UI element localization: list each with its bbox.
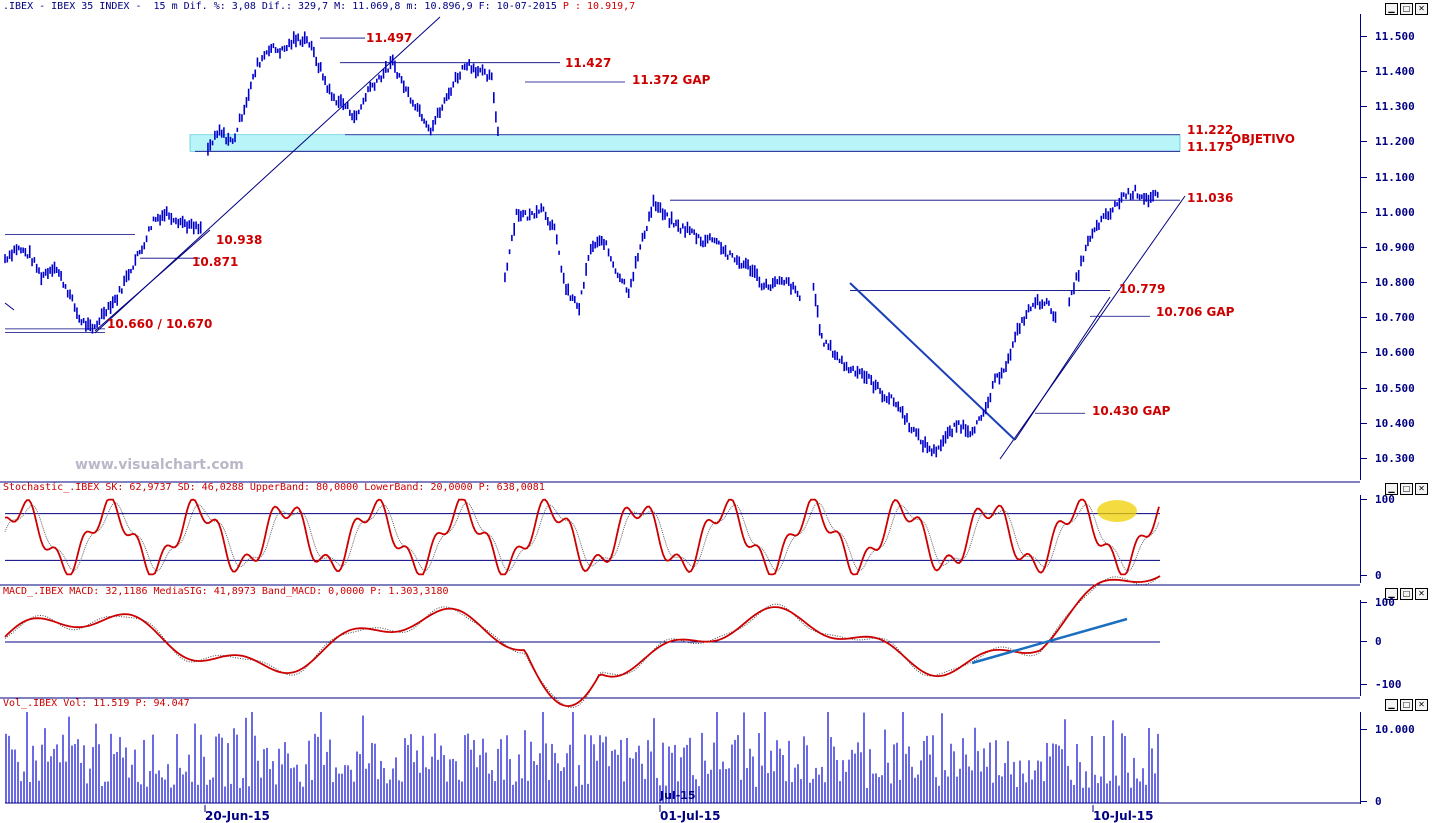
stochastic-legend: Stochastic_.IBEX SK: 62,9737 SD: 46,0288… (3, 482, 545, 493)
level-label-10779: 10.779 (1119, 282, 1166, 296)
chart-header: .IBEX - IBEX 35 INDEX - 15 m Dif. %: 3,0… (3, 1, 635, 12)
price-tick: 10.500 (1361, 382, 1415, 395)
close-button[interactable]: ✕ (1415, 699, 1428, 711)
minimize-button[interactable]: ▁ (1385, 3, 1398, 15)
level-label-11036: 11.036 (1187, 191, 1234, 205)
macd-tick: -100 (1361, 678, 1402, 691)
close-button[interactable]: ✕ (1415, 588, 1428, 600)
minimize-button[interactable]: ▁ (1385, 588, 1398, 600)
price-tick: 11.400 (1361, 65, 1415, 78)
level-label-10430-gap: 10.430 GAP (1092, 404, 1171, 418)
watermark: www.visualchart.com (75, 457, 244, 473)
trend-line (1014, 296, 1111, 441)
price-tick: 10.700 (1361, 311, 1415, 324)
header-last-price: P : 10.919,7 (562, 1, 636, 12)
price-axis: 11.500 11.400 11.300 11.200 11.100 11.00… (1360, 14, 1432, 480)
maximize-button[interactable]: □ (1400, 588, 1413, 600)
level-label-11175: 11.175 (1187, 140, 1234, 154)
level-label-10706-gap: 10.706 GAP (1156, 305, 1235, 319)
macd-tick: 0 (1361, 635, 1382, 648)
objetivo-label: OBJETIVO (1231, 132, 1295, 146)
stoch-sd-line (4, 502, 1160, 572)
vol-tick: 10.000 (1361, 723, 1415, 736)
price-tick: 11.100 (1361, 171, 1415, 184)
macd-axis: 100 0 -100 (1360, 596, 1432, 696)
macd-line (4, 575, 1161, 707)
vol-pane-controls: ▁ □ ✕ (1385, 699, 1428, 711)
trend-line (4, 302, 15, 311)
price-tick: 11.000 (1361, 206, 1415, 219)
price-tick: 11.300 (1361, 100, 1415, 113)
price-tick: 10.900 (1361, 241, 1415, 254)
stoch-pane-controls: ▁ □ ✕ (1385, 483, 1428, 495)
price-tick: 11.200 (1361, 135, 1415, 148)
stoch-sk-line (4, 498, 1160, 576)
volume-axis: 10.000 0 (1360, 712, 1432, 808)
objective-zone (189, 134, 1181, 152)
close-button[interactable]: ✕ (1415, 3, 1428, 15)
macd-legend: MACD_.IBEX MACD: 32,1186 MediaSIG: 41,89… (3, 586, 449, 597)
x-label-20-jun: 20-Jun-15 (205, 809, 270, 823)
macd-tick: 100 (1361, 596, 1395, 609)
level-label-11372-gap: 11.372 GAP (632, 73, 711, 87)
level-label-11222: 11.222 (1187, 123, 1234, 137)
level-label-10660-10670: 10.660 / 10.670 (107, 317, 213, 331)
minimize-button[interactable]: ▁ (1385, 699, 1398, 711)
trend-line (999, 195, 1186, 460)
close-button[interactable]: ✕ (1415, 483, 1428, 495)
price-tick: 11.500 (1361, 30, 1415, 43)
price-tick: 10.400 (1361, 417, 1415, 430)
price-tick: 10.800 (1361, 276, 1415, 289)
x-label-jul-inner: Jul-15 (660, 789, 696, 802)
trend-line (94, 229, 211, 332)
vol-tick: 0 (1361, 795, 1382, 808)
x-label-10-jul: 10-Jul-15 (1093, 809, 1154, 823)
price-tick: 10.600 (1361, 346, 1415, 359)
stoch-axis: 100 0 (1360, 493, 1432, 583)
header-info: .IBEX - IBEX 35 INDEX - 15 m Dif. %: 3,0… (3, 1, 557, 12)
macd-pane-controls: ▁ □ ✕ (1385, 588, 1428, 600)
minimize-button[interactable]: ▁ (1385, 483, 1398, 495)
stoch-tick: 100 (1361, 493, 1395, 506)
volume-legend: Vol_.IBEX Vol: 11.519 P: 94.047 (3, 698, 190, 709)
trend-line (849, 282, 1016, 441)
macd-trend-line (971, 617, 1128, 665)
stoch-highlight (1097, 500, 1137, 522)
stoch-tick: 0 (1361, 569, 1382, 582)
maximize-button[interactable]: □ (1400, 483, 1413, 495)
maximize-button[interactable]: □ (1400, 3, 1413, 15)
x-label-01-jul: 01-Jul-15 (660, 809, 721, 823)
level-label-11427: 11.427 (565, 56, 612, 70)
price-tick: 10.300 (1361, 452, 1415, 465)
maximize-button[interactable]: □ (1400, 699, 1413, 711)
macd-signal-line (4, 575, 1161, 709)
level-label-11497: 11.497 (366, 31, 413, 45)
level-label-10938: 10.938 (216, 233, 263, 247)
main-pane-controls: ▁ □ ✕ (1385, 3, 1428, 15)
level-label-10871: 10.871 (192, 255, 239, 269)
